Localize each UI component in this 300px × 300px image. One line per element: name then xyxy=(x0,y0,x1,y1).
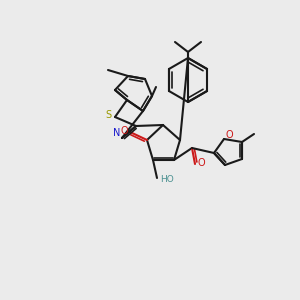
Text: S: S xyxy=(105,110,111,120)
Text: O: O xyxy=(197,158,205,168)
Text: N: N xyxy=(113,128,121,138)
Text: O: O xyxy=(120,126,128,136)
Text: O: O xyxy=(225,130,233,140)
Text: HO: HO xyxy=(160,175,174,184)
